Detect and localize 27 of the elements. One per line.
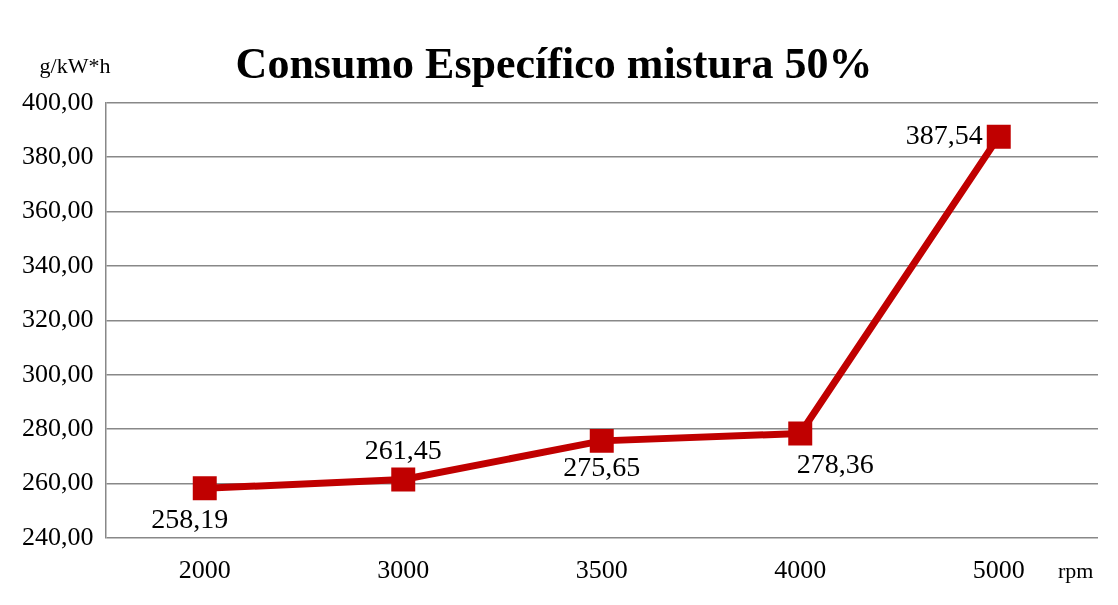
y-tick-label: 240,00 [22,521,94,551]
data-label: 258,19 [151,502,229,534]
point [788,421,813,446]
y-tick-label: 280,00 [22,412,94,442]
point [192,476,217,501]
y-tick-label: 380,00 [22,141,94,170]
x-tick-label: 5000 [972,555,1025,585]
x-tick-label: 4000 [774,555,827,585]
y-tick-label: 400,00 [22,86,94,116]
chart-title: Consumo Específico mistura 50% [235,38,873,88]
y-tick-label: 360,00 [22,195,94,225]
point [589,428,614,453]
data-label: 387,54 [905,119,983,151]
y-tick-label: 320,00 [22,304,94,334]
y-tick-label: 300,00 [22,358,94,388]
data-label: 261,45 [364,433,442,465]
y-tick-label: 260,00 [22,467,94,497]
data-label: 278,36 [796,447,874,479]
x-axis-title: rpm [1058,557,1094,583]
x-tick-label: 2000 [178,555,231,585]
y-tick-label: 340,00 [22,249,94,279]
x-tick-label: 3000 [377,555,430,585]
x-tick-label: 3500 [575,555,628,585]
point [391,467,416,492]
point [986,124,1011,149]
y-axis-title: g/kW*h [39,52,111,78]
data-label: 275,65 [563,451,641,483]
